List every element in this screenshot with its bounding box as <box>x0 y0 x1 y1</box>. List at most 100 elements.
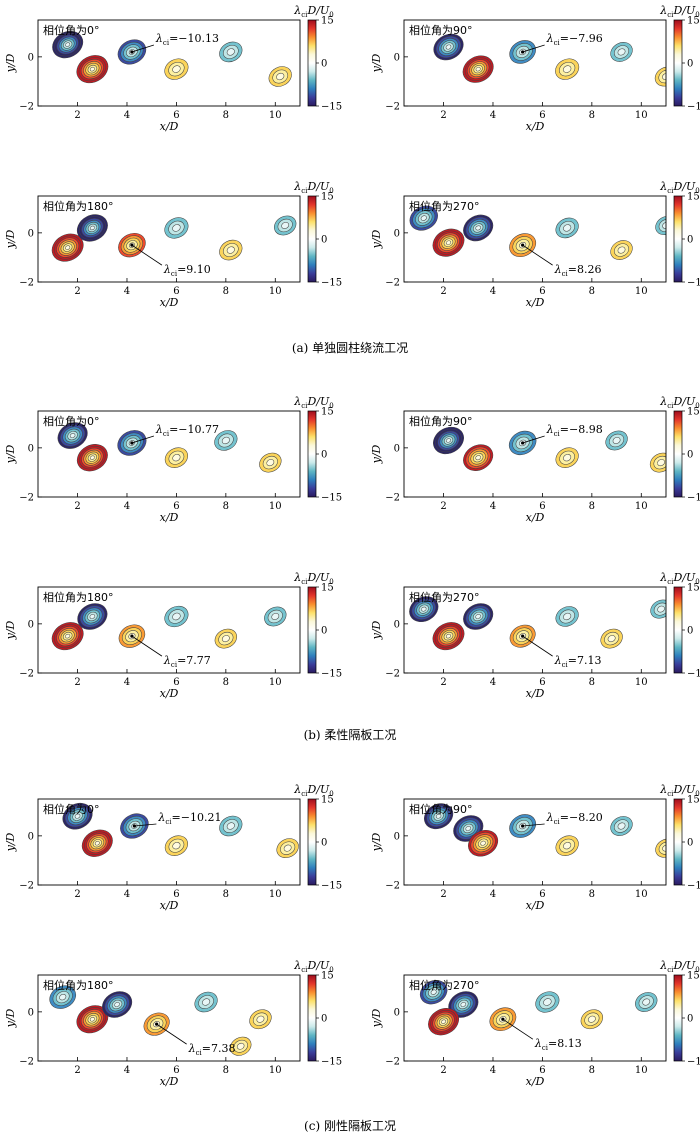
x-tick-label: 10 <box>635 677 648 688</box>
x-tick-label: 4 <box>490 889 496 900</box>
colorbar <box>673 798 683 886</box>
x-tick-label: 6 <box>173 889 179 900</box>
colorbar <box>307 974 317 1062</box>
x-tick-label: 8 <box>589 889 595 900</box>
x-tick-label: 4 <box>490 1065 496 1076</box>
vortex-4 <box>605 430 628 451</box>
annotation-leader <box>522 435 545 444</box>
contour <box>94 841 100 846</box>
contour <box>114 1002 120 1007</box>
y-axis-label: y/D <box>370 229 383 249</box>
vortex-0 <box>433 33 464 61</box>
vortex-6 <box>229 1036 252 1056</box>
vortex-1 <box>81 829 113 857</box>
y-axis-label: y/D <box>4 832 17 852</box>
contour <box>89 455 95 460</box>
colorbar-tick-label: 0 <box>687 235 693 246</box>
vortex-4 <box>194 991 218 1013</box>
x-tick-label: 2 <box>74 677 80 688</box>
x-tick-label: 2 <box>74 889 80 900</box>
contour <box>441 1019 446 1024</box>
panel-0-3: 2 4 6 8 10 0 −2 x/D y/D 相位角为270° λci=8.26 15 0 −15 λci… <box>370 180 700 309</box>
vortex-1 <box>463 444 494 471</box>
phase-title: 相位角为180° <box>43 978 114 992</box>
x-axis-label: x/D <box>526 511 545 524</box>
x-tick-label: 2 <box>440 110 446 121</box>
colorbar-tick-label: 15 <box>687 971 700 982</box>
x-tick-label: 2 <box>440 1065 446 1076</box>
annotation-label: λci=7.77 <box>163 654 211 669</box>
vortex-4 <box>555 217 579 239</box>
plot-frame <box>403 586 667 674</box>
vortex-3 <box>555 447 579 468</box>
x-tick-label: 6 <box>173 677 179 688</box>
contour <box>69 433 76 439</box>
colorbar-label: λciD/U0 <box>659 180 699 195</box>
vortex-2 <box>102 991 133 1018</box>
contour <box>587 1015 596 1023</box>
phase-title: 相位角为90° <box>409 414 473 428</box>
panel-2-1: 2 4 6 8 10 0 −2 x/D y/D 相位角为90° λci=−8.20 15 0 −15 λci… <box>370 783 700 912</box>
x-tick-label: 8 <box>223 286 229 297</box>
colorbar-tick-label: 0 <box>321 59 327 70</box>
x-tick-label: 8 <box>223 1065 229 1076</box>
vortex-1 <box>76 214 108 242</box>
y-axis-label: y/D <box>4 53 17 73</box>
contour <box>65 245 71 250</box>
colorbar-tick-label: 0 <box>321 450 327 461</box>
annotation-label: λci=−10.13 <box>155 32 219 47</box>
y-axis-label: y/D <box>4 229 17 249</box>
vortex-field <box>49 985 272 1056</box>
x-tick-label: 4 <box>124 501 130 512</box>
x-tick-label: 10 <box>269 286 282 297</box>
vortex-5 <box>274 215 297 236</box>
x-tick-label: 4 <box>490 286 496 297</box>
colorbar-tick-label: 0 <box>321 626 327 637</box>
vortex-1 <box>453 815 484 842</box>
colorbar-tick-label: 15 <box>687 16 700 27</box>
x-tick-label: 6 <box>173 501 179 512</box>
contour <box>642 998 651 1006</box>
y-tick-label: −2 <box>19 278 34 289</box>
contour <box>226 822 235 830</box>
vortex-3 <box>164 605 189 628</box>
annotation-leader <box>522 635 553 657</box>
vortex-1 <box>76 1005 109 1034</box>
vortex-5 <box>268 66 292 87</box>
colorbar-tick-label: 0 <box>687 450 693 461</box>
colorbar <box>673 195 683 283</box>
y-tick-label: −2 <box>19 102 34 113</box>
colorbar-tick-label: 0 <box>687 59 693 70</box>
vortex-field <box>52 30 292 87</box>
panel-1-1: 2 4 6 8 10 0 −2 x/D y/D 相位角为90° λci=−8.98 15 0 −15 λci… <box>370 395 700 524</box>
phase-title: 相位角为270° <box>409 590 480 604</box>
y-tick-label: −2 <box>385 493 400 504</box>
x-tick-label: 4 <box>124 677 130 688</box>
colorbar-tick-label: −15 <box>321 669 342 680</box>
contour <box>420 215 427 221</box>
y-tick-label: −2 <box>19 669 34 680</box>
contour <box>445 44 452 50</box>
contour <box>74 813 81 819</box>
x-tick-label: 2 <box>440 286 446 297</box>
y-axis-label: y/D <box>4 444 17 464</box>
colorbar-tick-label: −15 <box>321 881 342 892</box>
vortex-5 <box>610 816 633 836</box>
annotation-label: λci=−10.21 <box>157 811 221 826</box>
y-axis-label: y/D <box>4 620 17 640</box>
contour <box>172 842 181 850</box>
phase-title: 相位角为0° <box>43 414 100 428</box>
y-tick-label: −2 <box>385 881 400 892</box>
y-tick-label: −2 <box>385 278 400 289</box>
contour <box>271 613 280 620</box>
annotation-leader <box>134 823 157 827</box>
x-tick-label: 6 <box>539 286 545 297</box>
colorbar-tick-label: 0 <box>687 626 693 637</box>
contour <box>266 459 275 467</box>
y-tick-label: 0 <box>28 228 34 239</box>
colorbar <box>673 974 683 1062</box>
contour <box>59 993 67 1001</box>
contour <box>617 822 626 830</box>
colorbar-label: λciD/U0 <box>659 395 699 410</box>
contour <box>172 65 181 73</box>
